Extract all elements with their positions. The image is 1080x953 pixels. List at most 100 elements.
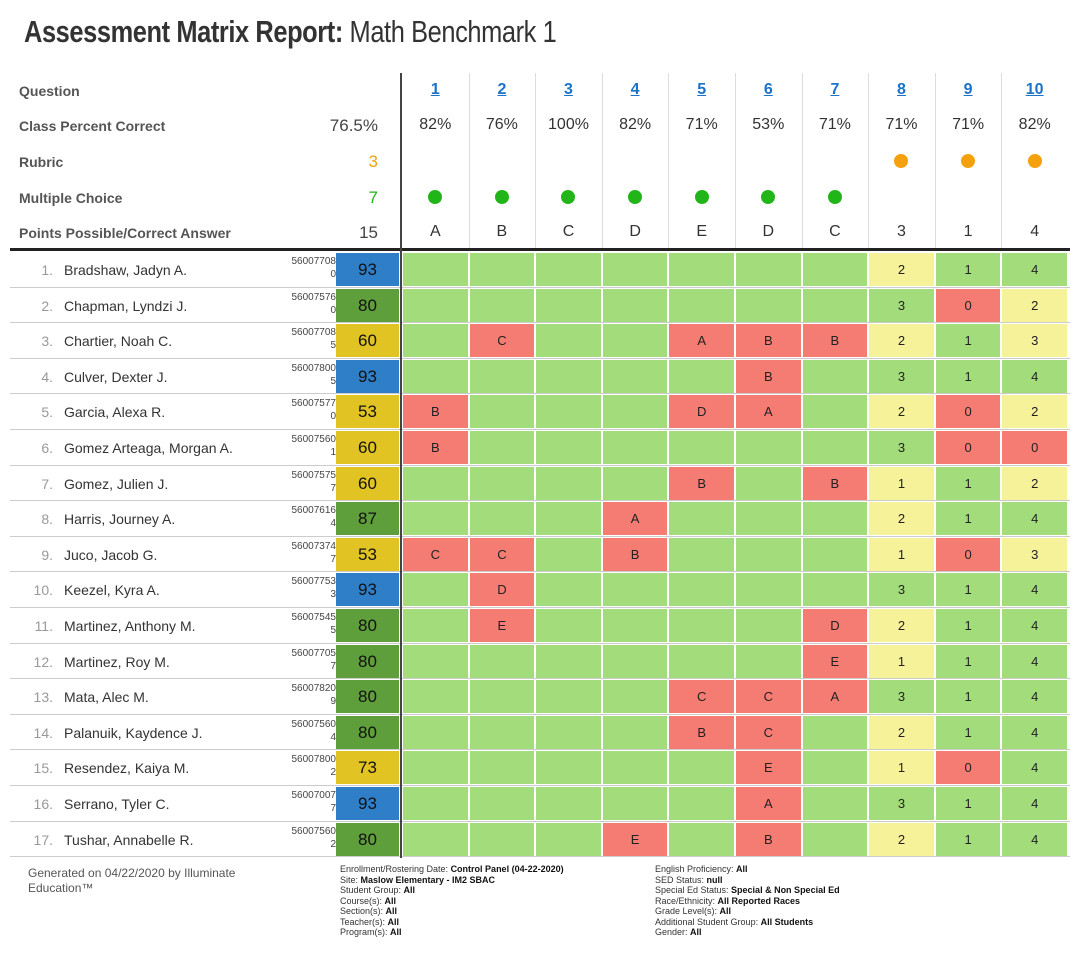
response-cell[interactable] [602, 288, 668, 322]
response-cell[interactable]: A [602, 502, 668, 536]
response-cell[interactable]: C [469, 324, 535, 358]
response-cell[interactable] [403, 751, 468, 785]
response-cell[interactable]: C [669, 680, 734, 714]
response-cell[interactable] [669, 253, 734, 286]
response-cell[interactable] [403, 822, 468, 856]
response-cell[interactable]: 2 [869, 715, 934, 749]
response-cell[interactable]: 1 [869, 751, 934, 785]
response-cell[interactable] [602, 324, 668, 358]
response-cell[interactable]: D [802, 609, 868, 642]
response-cell[interactable] [469, 253, 535, 286]
response-cell[interactable]: 1 [869, 537, 934, 571]
response-cell[interactable]: B [669, 466, 734, 500]
question-link-2[interactable]: 2 [497, 81, 507, 98]
response-cell[interactable] [669, 787, 734, 820]
response-cell[interactable] [802, 359, 868, 393]
response-cell[interactable] [403, 324, 468, 358]
response-cell[interactable]: 3 [869, 573, 934, 607]
response-cell[interactable]: C [469, 537, 535, 571]
response-cell[interactable]: B [403, 431, 468, 464]
response-cell[interactable] [469, 502, 535, 536]
response-cell[interactable] [736, 537, 801, 571]
response-cell[interactable] [403, 787, 468, 820]
response-cell[interactable]: B [802, 324, 868, 358]
response-cell[interactable] [669, 573, 734, 607]
response-cell[interactable]: A [669, 324, 734, 358]
response-cell[interactable] [403, 466, 468, 500]
response-cell[interactable] [469, 359, 535, 393]
response-cell[interactable]: 4 [1002, 609, 1067, 642]
response-cell[interactable]: 2 [1002, 288, 1067, 322]
response-cell[interactable] [536, 395, 601, 429]
response-cell[interactable]: 4 [1002, 715, 1067, 749]
response-cell[interactable] [669, 359, 734, 393]
response-cell[interactable]: 3 [869, 680, 934, 714]
response-cell[interactable]: E [469, 609, 535, 642]
response-cell[interactable]: 1 [935, 502, 1001, 536]
response-cell[interactable]: 0 [935, 537, 1001, 571]
response-cell[interactable] [602, 253, 668, 286]
response-cell[interactable] [602, 715, 668, 749]
response-cell[interactable]: 1 [935, 787, 1001, 820]
student-name[interactable]: Martinez, Roy M. [64, 653, 170, 670]
student-name[interactable]: Palanuik, Kaydence J. [64, 724, 203, 741]
response-cell[interactable]: 1 [869, 644, 934, 678]
response-cell[interactable] [469, 644, 535, 678]
response-cell[interactable] [802, 253, 868, 286]
response-cell[interactable] [536, 573, 601, 607]
response-cell[interactable]: 1 [935, 573, 1001, 607]
response-cell[interactable] [403, 253, 468, 286]
response-cell[interactable] [469, 431, 535, 464]
response-cell[interactable]: 2 [1002, 466, 1067, 500]
response-cell[interactable]: A [736, 787, 801, 820]
question-link-1[interactable]: 1 [430, 81, 440, 98]
response-cell[interactable] [669, 644, 734, 678]
question-link-7[interactable]: 7 [830, 81, 840, 98]
response-cell[interactable] [736, 253, 801, 286]
response-cell[interactable]: 3 [869, 359, 934, 393]
response-cell[interactable] [602, 644, 668, 678]
response-cell[interactable] [669, 431, 734, 464]
response-cell[interactable] [536, 324, 601, 358]
response-cell[interactable]: 2 [869, 609, 934, 642]
response-cell[interactable]: B [736, 359, 801, 393]
response-cell[interactable]: 2 [1002, 395, 1067, 429]
response-cell[interactable]: A [802, 680, 868, 714]
response-cell[interactable] [536, 644, 601, 678]
question-link-4[interactable]: 4 [630, 81, 640, 98]
response-cell[interactable] [536, 715, 601, 749]
response-cell[interactable]: E [736, 751, 801, 785]
response-cell[interactable] [469, 288, 535, 322]
response-cell[interactable]: E [602, 822, 668, 856]
response-cell[interactable] [802, 537, 868, 571]
response-cell[interactable] [802, 288, 868, 322]
response-cell[interactable]: 0 [935, 431, 1001, 464]
response-cell[interactable] [602, 680, 668, 714]
response-cell[interactable]: 4 [1002, 644, 1067, 678]
response-cell[interactable] [802, 822, 868, 856]
response-cell[interactable]: 1 [935, 715, 1001, 749]
response-cell[interactable] [736, 431, 801, 464]
response-cell[interactable] [536, 680, 601, 714]
response-cell[interactable] [669, 502, 734, 536]
response-cell[interactable] [403, 680, 468, 714]
response-cell[interactable] [403, 609, 468, 642]
response-cell[interactable]: C [736, 715, 801, 749]
response-cell[interactable] [736, 609, 801, 642]
response-cell[interactable]: B [736, 822, 801, 856]
response-cell[interactable] [802, 502, 868, 536]
response-cell[interactable] [536, 787, 601, 820]
student-name[interactable]: Mata, Alec M. [64, 689, 149, 706]
response-cell[interactable] [469, 395, 535, 429]
response-cell[interactable]: C [736, 680, 801, 714]
response-cell[interactable] [802, 787, 868, 820]
response-cell[interactable]: 3 [1002, 324, 1067, 358]
response-cell[interactable]: 0 [935, 288, 1001, 322]
response-cell[interactable] [469, 466, 535, 500]
response-cell[interactable]: D [469, 573, 535, 607]
response-cell[interactable] [536, 537, 601, 571]
response-cell[interactable] [736, 466, 801, 500]
response-cell[interactable]: 3 [869, 288, 934, 322]
response-cell[interactable] [403, 573, 468, 607]
response-cell[interactable]: 4 [1002, 359, 1067, 393]
